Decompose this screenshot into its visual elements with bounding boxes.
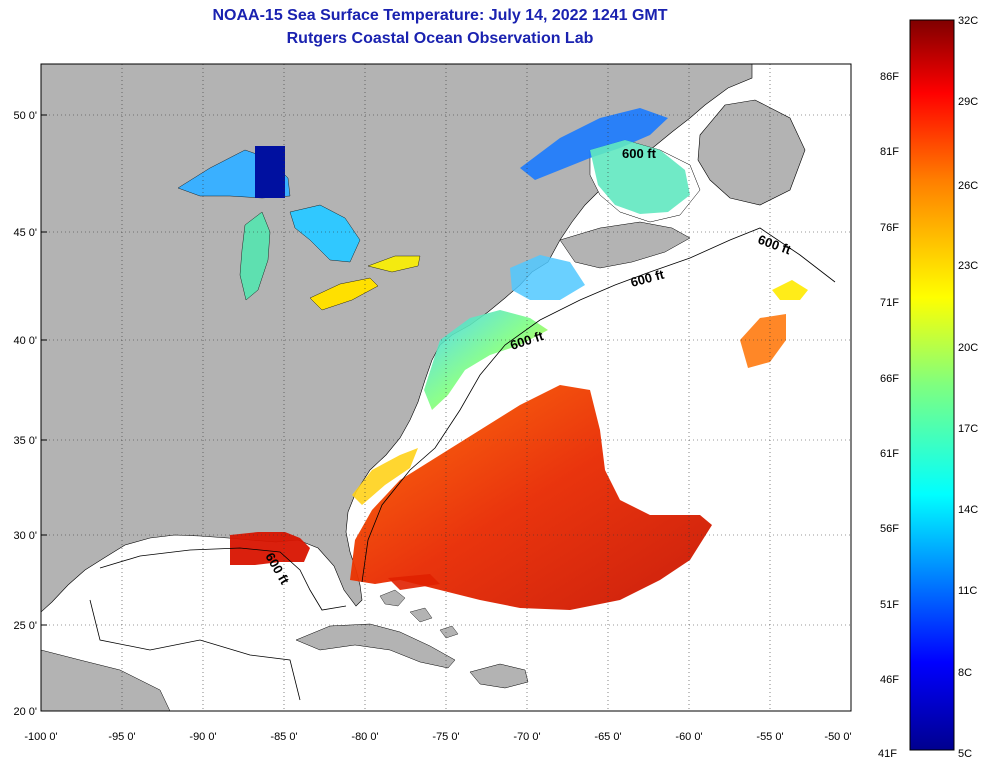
- colorbar-celsius-label: 14C: [958, 504, 978, 516]
- map-subtitle: Rutgers Coastal Ocean Observation Lab: [286, 30, 594, 47]
- st-lawrence-sst: [520, 108, 668, 180]
- isobath-600ft-gulf-lower: [89, 599, 301, 701]
- colorbar-fahrenheit-label: 61F: [880, 448, 899, 460]
- colorbar-celsius-label: 26C: [958, 180, 978, 192]
- colorbar-celsius-label: 11C: [958, 585, 977, 597]
- colorbar-fahrenheit-label: 71F: [880, 297, 899, 309]
- northeast-warm-patch-sst: [740, 314, 786, 368]
- colorbar-celsius-label: 8C: [958, 667, 972, 679]
- gulf-of-maine-sst: [510, 255, 585, 300]
- colorbar-celsius-label: 20C: [958, 342, 978, 354]
- lake-ontario-sst: [367, 255, 421, 273]
- lon-tick-label: -90 0': [189, 731, 216, 743]
- lon-tick-label: -70 0': [513, 731, 540, 743]
- colorbar-gradient: [909, 19, 955, 751]
- newfoundland-land: [697, 99, 806, 206]
- mid-atlantic-coastal-sst: [424, 310, 548, 410]
- colorbar-fahrenheit-label: 86F: [880, 71, 899, 83]
- colorbar-fahrenheit-label: 56F: [880, 523, 899, 535]
- graticule: [41, 64, 851, 711]
- cuba-land: [295, 623, 456, 669]
- temperature-colorbar: 32C 29C 26C 23C 20C 17C 14C 11C 8C 5C 86…: [878, 15, 978, 760]
- lon-tick-label: -65 0': [594, 731, 621, 743]
- colorbar-fahrenheit-label: 76F: [880, 222, 899, 234]
- map-title: NOAA-15 Sea Surface Temperature: July 14…: [212, 7, 668, 24]
- lon-tick-label: -50 0': [824, 731, 851, 743]
- lat-tick-label: 45 0': [13, 227, 37, 239]
- lake-erie-sst: [309, 277, 379, 311]
- gulf-st-lawrence-sst: [590, 140, 690, 214]
- carolina-coastal-sst: [352, 448, 418, 505]
- northeast-coastal-patch-sst: [772, 280, 808, 300]
- lat-tick-label: 20 0': [13, 706, 37, 718]
- isobath-600ft-gulf: [99, 547, 347, 611]
- lon-tick-label: -80 0': [351, 731, 378, 743]
- bahamas-land: [379, 589, 459, 639]
- lat-tick-label: 40 0': [13, 335, 37, 347]
- lat-tick-label: 35 0': [13, 435, 37, 447]
- latitude-axis: 50 0' 45 0' 40 0' 35 0' 30 0' 25 0' 20 0…: [13, 110, 47, 718]
- lat-tick-label: 50 0': [13, 110, 37, 122]
- colorbar-celsius-label: 29C: [958, 96, 978, 108]
- lon-tick-label: -60 0': [675, 731, 702, 743]
- lake-michigan-sst: [239, 211, 271, 301]
- lake-huron-sst: [289, 204, 361, 263]
- gulf-of-mexico-warm-sst: [230, 532, 310, 565]
- lat-tick-label: 25 0': [13, 620, 37, 632]
- lon-tick-label: -75 0': [432, 731, 459, 743]
- colorbar-celsius-label: 32C: [958, 15, 978, 27]
- isobath-600ft-atlantic: [361, 227, 836, 583]
- colorbar-celsius-label: 5C: [958, 748, 972, 760]
- colorbar-celsius-label: 17C: [958, 423, 978, 435]
- colorbar-fahrenheit-label: 46F: [880, 674, 899, 686]
- lake-superior-cold-patch: [255, 146, 285, 198]
- hispaniola-land: [469, 663, 529, 689]
- florida-strait-warm-sst: [388, 574, 440, 590]
- isobath-label: 600 ft: [622, 146, 657, 161]
- yucatan-land: [41, 649, 171, 711]
- gulf-stream-warm-sst: [350, 385, 712, 610]
- lon-tick-label: -95 0': [108, 731, 135, 743]
- colorbar-fahrenheit-label: 51F: [880, 599, 899, 611]
- colorbar-fahrenheit-label: 81F: [880, 146, 899, 158]
- lon-tick-label: -100 0': [24, 731, 57, 743]
- lon-tick-label: -55 0': [756, 731, 783, 743]
- longitude-axis: -100 0' -95 0' -90 0' -85 0' -80 0' -75 …: [24, 731, 851, 743]
- colorbar-fahrenheit-label: 41F: [878, 748, 897, 760]
- nova-scotia-land: [559, 221, 691, 269]
- colorbar-celsius-label: 23C: [958, 260, 978, 272]
- colorbar-fahrenheit-label: 66F: [880, 373, 899, 385]
- lon-tick-label: -85 0': [270, 731, 297, 743]
- lat-tick-label: 30 0': [13, 530, 37, 542]
